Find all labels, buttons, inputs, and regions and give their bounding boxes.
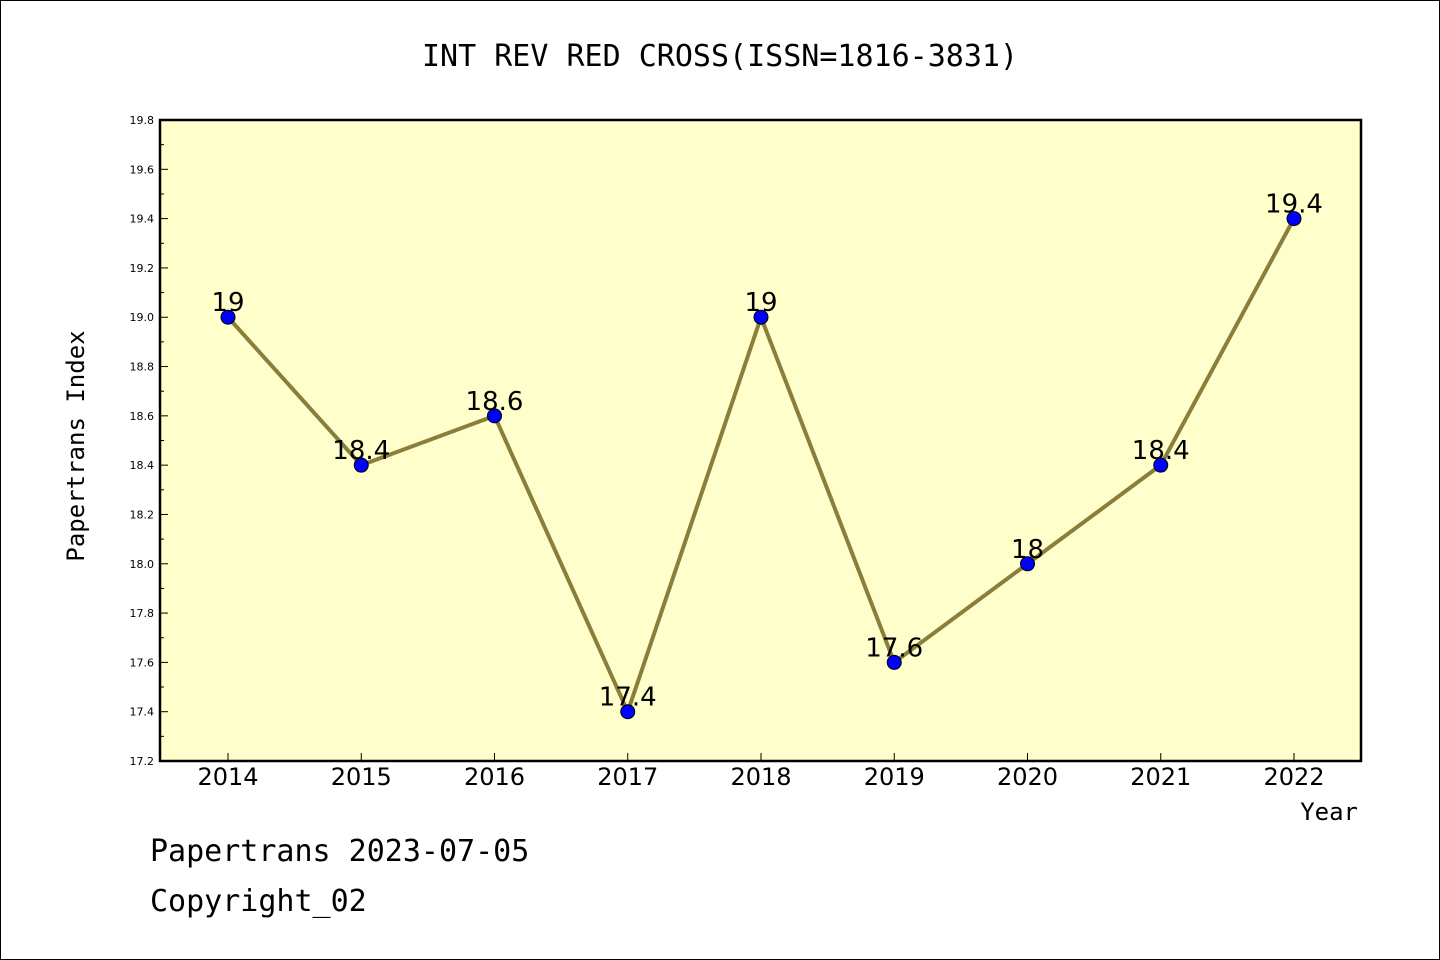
data-label: 17.6 (865, 633, 923, 663)
data-point (886, 654, 902, 670)
footer-copyright: Copyright_02 (150, 884, 367, 919)
data-point (1020, 556, 1035, 572)
data-label: 18.4 (332, 436, 390, 466)
y-tick-label: 19.4 (130, 213, 155, 226)
y-tick-label: 17.8 (130, 607, 155, 620)
x-tick-label: 2019 (864, 763, 925, 791)
y-tick-label: 18.4 (130, 459, 155, 472)
y-tick-label: 18.2 (130, 508, 155, 521)
data-point (220, 309, 236, 325)
y-tick-label: 18.6 (130, 410, 155, 423)
data-point (1153, 457, 1169, 473)
y-tick-label: 19.0 (130, 311, 155, 324)
x-axis-ticks: 2014 2015 2016 2017 2018 2019 2020 2021 2022 (197, 753, 1325, 791)
x-tick-label: 2017 (597, 763, 658, 791)
data-point (753, 309, 769, 325)
data-label: 19 (211, 288, 244, 318)
data-label: 18.4 (1132, 436, 1190, 466)
data-point (353, 457, 369, 473)
x-tick-label: 2015 (331, 763, 392, 791)
data-label: 19 (744, 288, 777, 318)
footer-date: Papertrans 2023-07-05 (150, 834, 530, 869)
data-label: 18.6 (466, 387, 524, 417)
data-labels: 19 18.4 18.6 17.4 19 17.6 18 18.4 19.4 (211, 190, 1322, 713)
y-tick-label: 17.6 (130, 656, 155, 669)
data-markers (220, 211, 1302, 720)
plot-area (158, 118, 1363, 763)
data-label: 17.4 (599, 683, 657, 713)
x-tick-label: 2020 (997, 763, 1058, 791)
x-tick-label: 2018 (730, 763, 791, 791)
y-tick-label: 19.8 (130, 114, 155, 127)
x-tick-label: 2022 (1263, 763, 1324, 791)
y-tick-label: 17.4 (130, 706, 155, 719)
x-axis-label: Year (1300, 798, 1358, 826)
y-axis-label: Papertrans Index (62, 330, 90, 561)
data-point (1286, 211, 1302, 227)
data-label: 18 (1011, 535, 1044, 565)
data-point (487, 408, 502, 424)
y-tick-label: 19.6 (130, 163, 155, 176)
chart-title: INT REV RED CROSS(ISSN=1816-3831) (422, 39, 1018, 74)
y-tick-label: 17.2 (130, 755, 155, 768)
x-tick-label: 2016 (464, 763, 525, 791)
y-tick-label: 18.0 (130, 558, 155, 571)
data-label: 19.4 (1265, 190, 1323, 220)
y-tick-label: 19.2 (130, 262, 155, 275)
data-point (620, 704, 636, 720)
x-tick-label: 2021 (1130, 763, 1191, 791)
y-tick-label: 18.8 (130, 361, 155, 374)
x-tick-label: 2014 (197, 763, 258, 791)
y-axis-ticks: 17.2 17.4 17.6 17.8 18.0 18.2 18.4 18.6 18.8 19.0… (130, 114, 168, 768)
